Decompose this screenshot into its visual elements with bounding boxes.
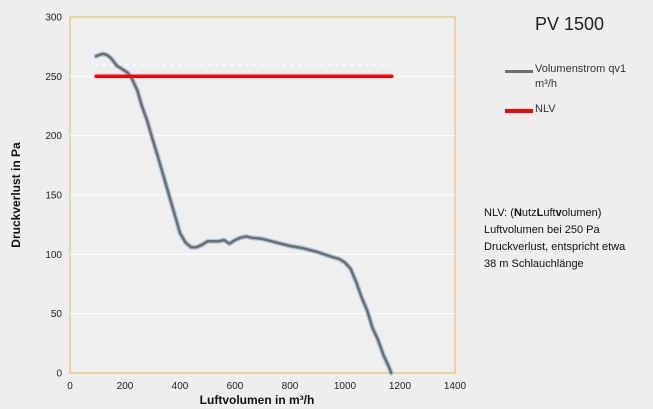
note-line-2: Luftvolumen bei 250 Pa	[484, 224, 600, 236]
y-tick-labels: 0 50 100 150 200 250 300	[45, 13, 62, 380]
note-utz: utz	[521, 207, 537, 219]
legend-swatch-nlv	[505, 109, 533, 113]
x-tick-label: 600	[227, 381, 244, 392]
x-tick-labels: 0 200 400 600 800 1000 1200 1400	[67, 381, 466, 392]
chart-title: PV 1500	[535, 14, 605, 34]
note-line-1: NLV: (NutzLuftvolumen)	[484, 205, 652, 222]
x-tick-label: 1000	[334, 381, 357, 392]
note-bold-n: N	[513, 207, 522, 219]
x-tick-label: 200	[117, 381, 134, 392]
y-tick-label: 0	[56, 369, 62, 380]
legend-label-volumenstrom: Volumenstrom qv1 m³/h	[535, 63, 627, 90]
note-prefix: NLV: (	[484, 207, 514, 219]
x-tick-label: 1200	[389, 381, 412, 392]
y-tick-label: 100	[45, 250, 62, 261]
note-suffix: )	[597, 207, 602, 219]
y-tick-label: 50	[51, 309, 63, 320]
x-tick-label: 800	[282, 381, 299, 392]
x-tick-label: 400	[172, 381, 189, 392]
y-tick-label: 300	[45, 13, 62, 24]
note-bold-v: v	[555, 207, 562, 219]
legend-swatch-volumenstrom	[505, 70, 533, 73]
y-tick-label: 150	[45, 191, 62, 202]
note-uft: uft	[543, 207, 556, 219]
note-line-4: 38 m Schlauchlänge	[484, 258, 584, 270]
note-line-3: Druckverlust, entspricht etwa	[484, 241, 626, 253]
legend-label-nlv: NLV	[535, 103, 556, 115]
x-tick-label: 1400	[444, 381, 467, 392]
note-bold-l: L	[536, 207, 544, 219]
x-axis-title: Luftvolumen in m³/h	[200, 393, 315, 407]
series-layer	[93, 51, 394, 376]
y-tick-label: 200	[45, 131, 62, 142]
note-olumen: olumen	[561, 207, 598, 219]
nlv-note: NLV: (NutzLuftvolumen) Luftvolumen bei 2…	[484, 205, 652, 273]
y-tick-label: 250	[45, 72, 62, 83]
x-tick-label: 0	[67, 381, 73, 392]
y-axis-title: Druckverlust in Pa	[9, 142, 23, 248]
